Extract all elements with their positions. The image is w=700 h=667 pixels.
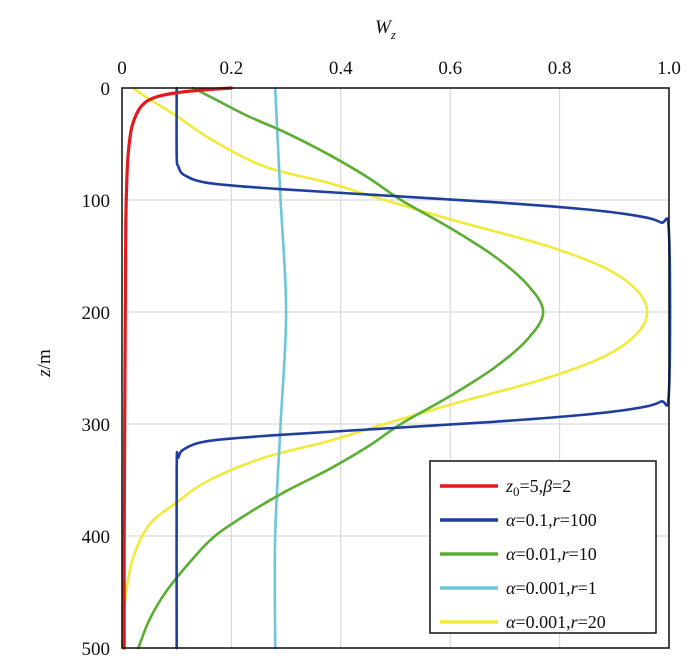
y-axis-title: z/m: [34, 349, 55, 378]
legend-label: α=0.1,r=100: [506, 510, 597, 530]
y-tick-label: 0: [101, 79, 111, 100]
x-tick-label: 1.0: [657, 58, 681, 79]
y-tick-labels: 0 100 200 300 400 500: [82, 79, 111, 660]
x-tick-label: 0.8: [548, 58, 572, 79]
y-tick-label: 400: [82, 527, 111, 548]
series-line-2: [175, 86, 672, 650]
x-axis-title-main: W: [375, 17, 393, 38]
legend-label: α=0.001,r=1: [506, 578, 597, 598]
x-tick-label: 0: [117, 58, 127, 79]
y-axis-title-italic: z: [34, 369, 55, 378]
plot-frame: [121, 87, 670, 649]
x-axis-title-sub: z: [390, 27, 396, 42]
x-tick-label: 0.4: [329, 58, 353, 79]
y-tick-label: 300: [82, 415, 111, 436]
series-line-4: [273, 86, 288, 650]
series-layer: [120, 86, 672, 650]
x-tick-label: 0.6: [438, 58, 462, 79]
series-line-5: [120, 86, 649, 650]
y-axis-title-unit: /m: [34, 349, 55, 369]
x-axis-title: Wz: [375, 17, 396, 42]
legend-label: z0=5,β=2: [505, 476, 571, 499]
legend: z0=5,β=2 α=0.1,r=100 α=0.01,r=10 α=0.001,r=…: [429, 460, 657, 634]
x-tick-labels: 0 0.2 0.4 0.6 0.8 1.0: [117, 58, 681, 79]
y-tick-label: 100: [82, 191, 111, 212]
series-line-1: [122, 86, 233, 650]
y-tick-label: 200: [82, 303, 111, 324]
x-tick-label: 0.2: [220, 58, 244, 79]
series-line-3: [137, 86, 545, 650]
y-tick-label: 500: [82, 639, 111, 660]
legend-label: α=0.001,r=20: [506, 612, 606, 632]
legend-box: [429, 460, 657, 634]
legend-label: α=0.01,r=10: [506, 544, 597, 564]
